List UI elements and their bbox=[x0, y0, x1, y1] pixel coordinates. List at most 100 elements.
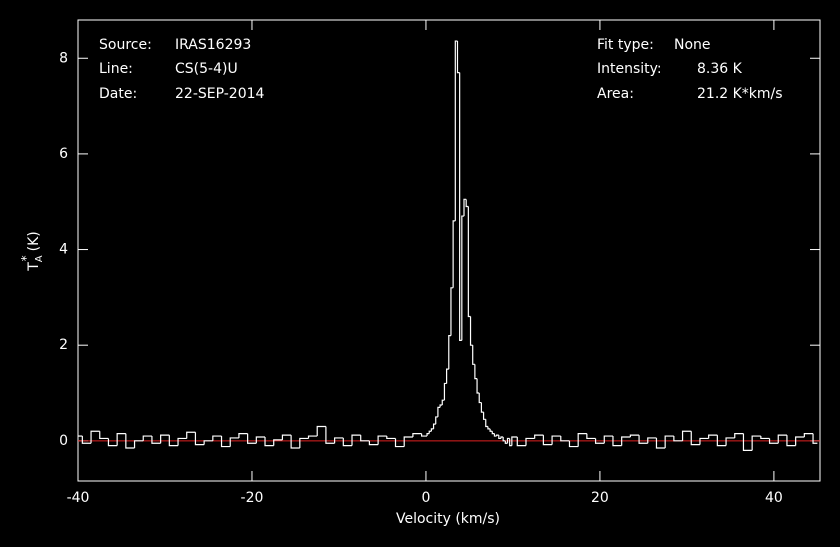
spectrum-step bbox=[441, 399, 445, 405]
spectrum-step bbox=[448, 335, 451, 370]
spectrum-step bbox=[432, 423, 436, 429]
spectrum-step bbox=[577, 433, 587, 447]
y-label-unit: (K) bbox=[26, 231, 42, 251]
spectrum-step bbox=[107, 438, 118, 447]
spectrum-step bbox=[360, 435, 370, 442]
spectrum-step bbox=[264, 437, 274, 447]
y-label-sup: * bbox=[19, 255, 33, 261]
spectrum-step bbox=[491, 431, 495, 435]
spectrum-step bbox=[485, 419, 488, 428]
x-tick-label: 20 bbox=[591, 490, 609, 506]
spectrum-step bbox=[273, 439, 283, 446]
info-label: Intensity: bbox=[597, 61, 662, 77]
spectrum-step bbox=[551, 435, 561, 445]
spectrum-step bbox=[673, 436, 683, 442]
spectrum-step bbox=[99, 431, 109, 440]
spectrum-step bbox=[420, 433, 428, 437]
spectrum-step bbox=[498, 435, 501, 440]
spectrum-step bbox=[412, 433, 422, 438]
y-tick-label: 6 bbox=[59, 146, 68, 162]
spectrum-step bbox=[377, 435, 387, 445]
spectrum-step bbox=[459, 72, 462, 342]
spectrum-step bbox=[450, 287, 454, 336]
spectrum-step bbox=[428, 430, 432, 434]
spectrum-step bbox=[777, 434, 787, 444]
spectrum-step bbox=[454, 40, 458, 221]
spectrum-step bbox=[160, 434, 170, 444]
y-tick-label: 8 bbox=[59, 50, 68, 66]
info-value: None bbox=[674, 37, 711, 53]
spectrum-step bbox=[647, 437, 657, 444]
spectrum-step bbox=[461, 215, 465, 341]
y-label-main: T bbox=[26, 262, 42, 272]
spectrum-step bbox=[742, 433, 753, 451]
spectrum-step bbox=[151, 436, 161, 444]
spectrum-step bbox=[655, 437, 666, 449]
spectrum-step bbox=[786, 435, 796, 447]
spectrum-step bbox=[612, 436, 622, 447]
spectrum-step bbox=[699, 437, 709, 445]
spectrum-step bbox=[489, 428, 493, 432]
info-value: 21.2 K*km/s bbox=[697, 86, 783, 102]
spectrum-step bbox=[435, 416, 438, 425]
spectrum-step bbox=[177, 437, 187, 446]
spectrum-step bbox=[299, 437, 309, 449]
x-tick-label: 40 bbox=[765, 490, 783, 506]
spectrum-step bbox=[690, 431, 700, 446]
info-label: Fit type: bbox=[597, 37, 654, 53]
y-tick-label: 2 bbox=[59, 337, 68, 353]
spectrum-step bbox=[463, 198, 467, 217]
spectrum-step bbox=[534, 434, 544, 439]
x-tick-label: -20 bbox=[241, 490, 264, 506]
spectrum-step bbox=[386, 436, 396, 440]
spectrum-step bbox=[629, 434, 640, 438]
spectrum-step bbox=[542, 435, 553, 446]
spectrum-step bbox=[472, 345, 475, 365]
y-axis-label: TA* (K) bbox=[19, 231, 46, 272]
spectrum-step bbox=[255, 436, 266, 444]
spectrum-step bbox=[220, 436, 231, 448]
spectrum-step bbox=[430, 428, 434, 432]
spectrum-step bbox=[247, 433, 257, 444]
spectrum-step bbox=[238, 433, 248, 438]
x-axis-label: Velocity (km/s) bbox=[396, 511, 500, 527]
info-value: IRAS16293 bbox=[175, 37, 251, 53]
spectrum-step bbox=[516, 437, 526, 447]
spectrum-step bbox=[768, 438, 779, 444]
spectrum-step bbox=[351, 434, 361, 446]
spectrum-step bbox=[476, 378, 480, 394]
spectrum-step bbox=[334, 437, 344, 444]
spectrum-step bbox=[194, 432, 205, 446]
info-value: 22-SEP-2014 bbox=[175, 86, 265, 102]
y-tick-label: 0 bbox=[59, 433, 68, 449]
spectrum-step bbox=[446, 368, 449, 384]
spectrum-step bbox=[229, 437, 239, 447]
spectrum-step bbox=[560, 436, 570, 442]
spectrum-step bbox=[474, 364, 478, 380]
spectrum-step bbox=[426, 433, 430, 437]
spectrum-step bbox=[81, 436, 92, 444]
y-label-sub: A bbox=[34, 255, 45, 262]
spectrum-step bbox=[403, 436, 413, 447]
spectrum-step bbox=[452, 220, 456, 288]
spectrum-step bbox=[142, 435, 152, 441]
spectrum-step bbox=[186, 431, 196, 439]
spectrum-step bbox=[725, 437, 735, 446]
spectrum-step bbox=[439, 404, 443, 408]
spectrum-step bbox=[760, 436, 770, 440]
spectrum-step bbox=[316, 425, 326, 437]
spectrum-step bbox=[443, 382, 447, 401]
spectrum-step bbox=[511, 436, 518, 446]
spectrum-step bbox=[795, 436, 805, 446]
x-tick-label: -40 bbox=[67, 490, 90, 506]
spectrum-step bbox=[506, 437, 510, 444]
spectrum-step bbox=[116, 433, 126, 446]
spectrum-step bbox=[525, 437, 535, 446]
spectrum-step bbox=[504, 440, 508, 444]
spectrum-step bbox=[133, 440, 144, 449]
spectrum-step bbox=[568, 440, 579, 448]
spectrum-step bbox=[716, 435, 727, 447]
spectrum-step bbox=[751, 435, 761, 451]
spectrum-step bbox=[482, 412, 486, 420]
